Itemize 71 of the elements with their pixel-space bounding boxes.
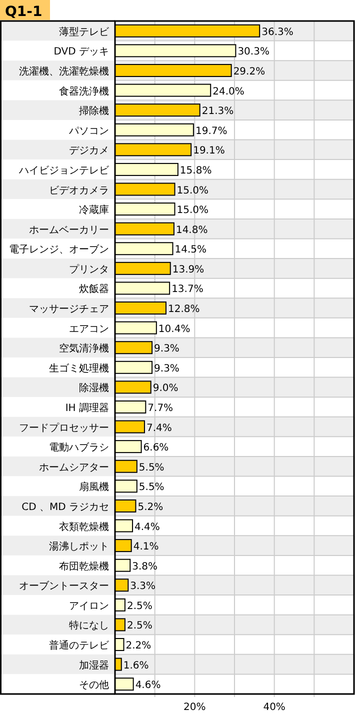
- y-tick-label: 扇風機: [79, 481, 109, 494]
- y-tick-label: 特になし: [69, 620, 109, 632]
- x-tick-label: 20%: [184, 702, 206, 713]
- data-label: 5.5%: [138, 462, 164, 474]
- data-label: 9.3%: [154, 344, 180, 355]
- y-tick-label: 除湿機: [79, 382, 109, 394]
- y-tick-label: IH 調理器: [65, 402, 109, 414]
- y-tick-label: DVD デッキ: [54, 46, 109, 58]
- y-tick-label: オーブントースター: [19, 580, 109, 592]
- data-label: 9.3%: [154, 363, 180, 374]
- data-label: 4.4%: [134, 522, 160, 533]
- y-tick-label: 布団乾燥機: [59, 560, 109, 572]
- y-tick-label: 空気清浄機: [59, 342, 109, 355]
- y-tick-label: 冷蔵庫: [79, 204, 109, 216]
- data-label: 4.1%: [133, 542, 159, 553]
- data-label: 21.3%: [202, 106, 234, 118]
- data-label: 30.3%: [238, 46, 270, 58]
- y-tick-label: 薄型テレビ: [59, 26, 110, 38]
- data-label: 2.5%: [126, 620, 152, 632]
- data-label: 10.4%: [158, 324, 190, 335]
- y-tick-label: デジカメ: [69, 146, 109, 157]
- y-tick-label: 電動ハブラシ: [49, 442, 109, 454]
- y-tick-label: 掃除機: [79, 105, 109, 118]
- y-tick-label: ビデオカメラ: [49, 185, 109, 196]
- y-tick-label: ホームベーカリー: [29, 224, 109, 236]
- y-tick-label: ホームシアター: [39, 462, 109, 474]
- data-label: 7.7%: [148, 402, 174, 414]
- data-label: 15.8%: [180, 165, 212, 176]
- y-tick-label: プリンタ: [69, 263, 109, 276]
- data-label: 36.3%: [262, 26, 294, 38]
- y-tick-label: その他: [79, 679, 109, 692]
- data-label: 29.2%: [233, 66, 266, 78]
- chart-title: Q1-1: [5, 4, 42, 20]
- y-tick-label: アイロン: [69, 600, 109, 612]
- data-label: 9.0%: [152, 383, 178, 394]
- data-label: 15.0%: [176, 185, 209, 196]
- data-label: 14.8%: [176, 224, 208, 236]
- data-label: 2.2%: [126, 640, 152, 652]
- data-label: 24.0%: [212, 86, 244, 98]
- y-tick-label: パソコン: [68, 126, 109, 137]
- y-tick-label: 洗濯機、洗濯乾燥機: [19, 65, 109, 78]
- data-label: 19.7%: [195, 126, 228, 137]
- y-tick-label: 普通のテレビ: [49, 640, 110, 652]
- y-tick-label: ハイビジョンテレビ: [18, 165, 110, 176]
- data-label: 13.7%: [172, 284, 204, 296]
- data-label: 2.5%: [126, 600, 152, 612]
- data-label: 14.5%: [174, 244, 207, 256]
- y-tick-label: 衣類乾燥機: [59, 520, 109, 533]
- x-tick-label: 40%: [263, 702, 286, 713]
- y-tick-label: フードプロセッサー: [19, 422, 109, 434]
- y-tick-label: CD 、MD ラジカセ: [22, 502, 109, 513]
- y-tick-label: 食器洗浄機: [59, 85, 109, 98]
- y-tick-label: 電子レンジ、オーブン: [9, 244, 109, 256]
- y-tick-label: 加湿器: [79, 659, 109, 672]
- y-tick-label: エアコン: [69, 324, 109, 335]
- data-label: 1.6%: [123, 660, 149, 672]
- data-label: 5.2%: [138, 502, 164, 513]
- data-label: 13.9%: [172, 264, 204, 276]
- data-label: 6.6%: [143, 442, 169, 454]
- y-tick-label: 生ゴミ処理機: [49, 362, 109, 374]
- data-label: 3.8%: [132, 561, 158, 572]
- data-label: 15.0%: [176, 205, 209, 216]
- data-label: 19.1%: [193, 146, 225, 157]
- y-tick-label: マッサージチェア: [29, 304, 109, 316]
- data-label: 12.8%: [168, 304, 200, 316]
- data-label: 5.5%: [138, 482, 164, 494]
- y-tick-label: 湯沸しポット: [49, 540, 109, 553]
- data-label: 3.3%: [130, 581, 156, 592]
- data-label: 4.6%: [135, 680, 161, 692]
- data-label: 7.4%: [146, 422, 172, 434]
- y-tick-label: 炊飯器: [79, 283, 109, 296]
